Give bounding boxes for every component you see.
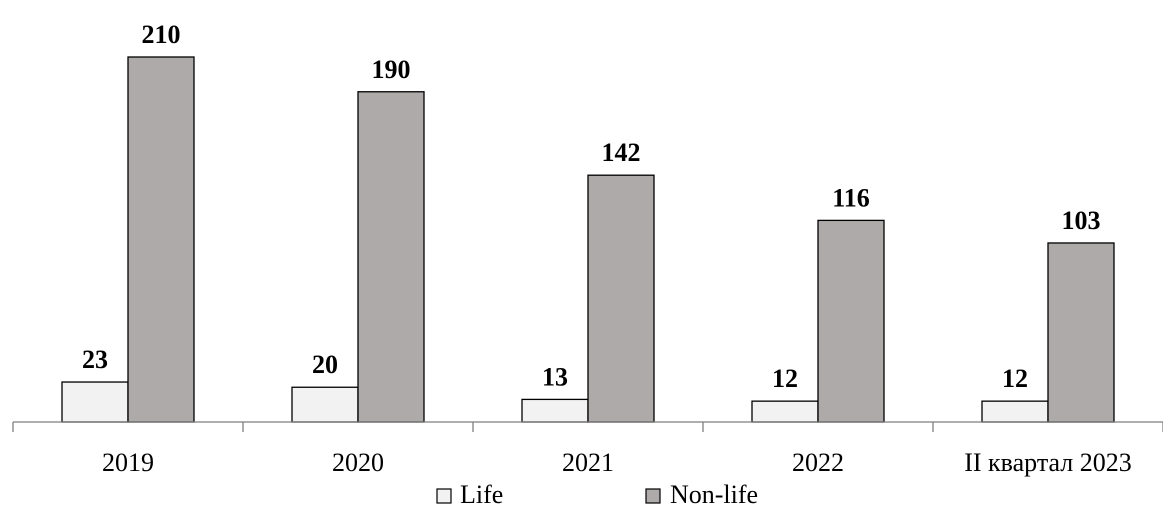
legend-label-life: Life <box>460 480 503 509</box>
bar-non-life-2019 <box>127 56 195 423</box>
legend: Life Non-life <box>436 480 758 509</box>
value-label-life-2020: 20 <box>312 350 338 379</box>
value-label-non-life-2021: 142 <box>602 138 641 167</box>
bar-life-2019 <box>61 381 129 423</box>
value-label-life-ii-квартал-2023: 12 <box>1002 364 1028 393</box>
category-label-2021: 2021 <box>562 448 614 477</box>
bar-non-life-2020 <box>357 91 425 423</box>
x-axis <box>12 421 1163 432</box>
legend-swatch-non-life <box>645 488 661 504</box>
value-label-non-life-2020: 190 <box>372 55 411 84</box>
value-labels-group: 23 210 20 190 13 142 12 116 12 103 <box>82 20 1101 393</box>
value-label-non-life-2022: 116 <box>832 183 870 212</box>
value-label-life-2019: 23 <box>82 345 108 374</box>
category-label-ii-квартал-2023: II квартал 2023 <box>964 448 1132 477</box>
legend-swatch-life <box>436 488 452 504</box>
bar-non-life-2022 <box>817 219 885 423</box>
category-label-2022: 2022 <box>792 448 844 477</box>
bar-life-2022 <box>751 400 819 423</box>
value-label-life-2021: 13 <box>542 362 568 391</box>
bar-life-2020 <box>291 386 359 423</box>
bars-group <box>61 56 1115 423</box>
bar-non-life-ii-квартал-2023 <box>1047 242 1115 423</box>
legend-label-non-life: Non-life <box>670 480 758 509</box>
bar-life-2021 <box>521 398 589 423</box>
category-labels-group: 2019 2020 2021 2022 II квартал 2023 <box>102 448 1132 477</box>
value-label-non-life-2019: 210 <box>142 20 181 49</box>
bar-life-ii-квартал-2023 <box>981 400 1049 423</box>
value-label-life-2022: 12 <box>772 364 798 393</box>
category-label-2019: 2019 <box>102 448 154 477</box>
bar-non-life-2021 <box>587 174 655 423</box>
value-label-non-life-ii-квартал-2023: 103 <box>1062 206 1101 235</box>
category-label-2020: 2020 <box>332 448 384 477</box>
